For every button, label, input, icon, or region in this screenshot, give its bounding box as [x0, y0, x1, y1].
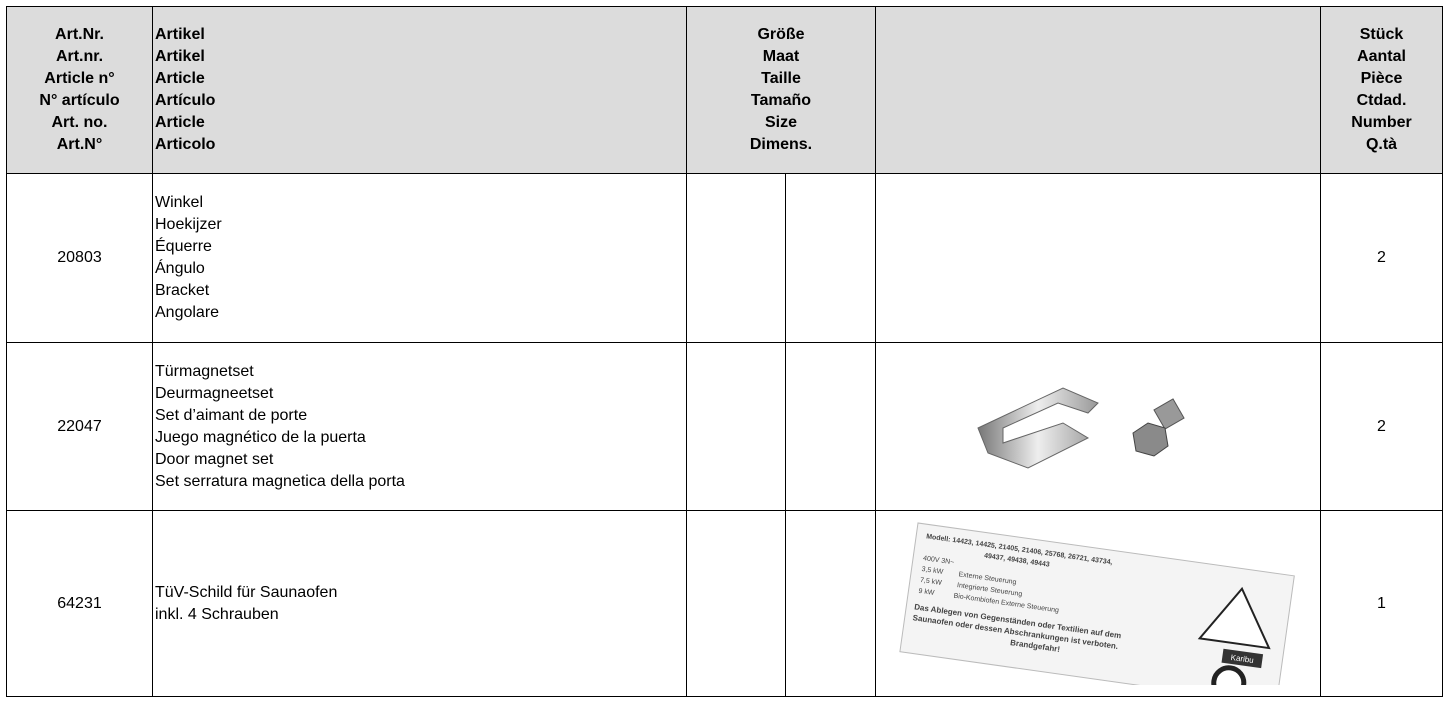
qty: 2 [1320, 173, 1443, 343]
header-row: Art.Nr. Art.nr. Article n° N° artículo Art. … [6, 6, 1443, 174]
size-b [785, 173, 876, 343]
text-line: inkl. 4 Schrauben [155, 605, 279, 623]
text-line: Türmagnetset [155, 362, 254, 380]
text-line: Juego magnético de la puerta [155, 428, 366, 446]
plate-text: 400V 3N~ [923, 555, 955, 566]
art-nr: 22047 [6, 342, 153, 511]
magnet-plate [977, 387, 1099, 469]
plate: Karibu Modell: 14423, 14425, 21405, 2140… [899, 522, 1295, 702]
text-line: Art.Nr. [55, 26, 104, 43]
plate-body [899, 522, 1295, 702]
text-line: Angolare [155, 304, 220, 321]
text-line: Tamaño [750, 92, 812, 109]
text-line: Set serratura magnetica della porta [155, 472, 405, 490]
text-line: Bracket [155, 282, 210, 299]
plate-image: Karibu Modell: 14423, 14425, 21405, 2140… [899, 522, 1295, 702]
header-artikel: Artikel Artikel Article Artículo Article Arti… [152, 6, 687, 174]
art-nr: 20803 [6, 173, 153, 343]
text-line: Aantal [1357, 48, 1406, 65]
text-line: Pièce [1360, 70, 1403, 87]
brand: Karibu [1230, 653, 1254, 665]
text-line: Größe [757, 26, 805, 43]
text-line: Size [764, 114, 797, 131]
text-line: Articolo [155, 136, 216, 153]
names: Winkel Hoekijzer Équerre Ángulo Bracket Angol… [152, 173, 687, 343]
size-a [686, 342, 786, 511]
row: 22047 Türmagnetset Deurmagneetset Set d’ai… [6, 342, 1443, 511]
text-line: Artículo [155, 92, 216, 109]
size-a [686, 173, 786, 343]
text-line: Set d’aimant de porte [155, 406, 308, 424]
size-b [785, 510, 876, 697]
row: 20803 Winkel Hoekijzer Équerre Ángulo Bracke… [6, 173, 1443, 343]
warning-sign [1197, 586, 1271, 650]
qty: 2 [1320, 342, 1443, 511]
text-line: Art.N° [56, 136, 103, 153]
image: Karibu Modell: 14423, 14425, 21405, 2140… [875, 510, 1321, 702]
parts-table: Art.Nr. Art.nr. Article n° N° artículo Art. … [6, 6, 1443, 702]
text-line: Door magnet set [155, 450, 274, 468]
text-line: Art.nr. [55, 48, 104, 65]
header-stueck: Stück Aantal Pièce Ctdad. Number Q.tà [1320, 6, 1443, 174]
text-line: Article [155, 70, 205, 87]
bolt-head [1132, 422, 1169, 457]
text-line: Number [1351, 114, 1412, 131]
text-line: Deurmagneetset [155, 384, 274, 402]
text-line: Article [155, 114, 205, 131]
size-b [785, 342, 876, 511]
header-groesse: Größe Maat Taille Tamaño Size Dimens. [686, 6, 876, 174]
names: Türmagnetset Deurmagneetset Set d’aimant d… [152, 342, 687, 511]
text-line: Maat [762, 48, 800, 65]
text-line: TüV-Schild für Saunaofen [155, 583, 338, 601]
bolt-shaft [1153, 398, 1185, 430]
art-nr: 64231 [6, 510, 153, 697]
image [875, 342, 1321, 511]
size-a [686, 510, 786, 697]
qty: 1 [1320, 510, 1443, 697]
names: TüV-Schild für Saunaofen inkl. 4 Schraube… [152, 510, 687, 697]
text-line: Équerre [155, 238, 212, 255]
row: 64231 TüV-Schild für Saunaofen inkl. 4 Sc… [6, 510, 1443, 702]
text-line: Artikel [155, 26, 205, 43]
text-line: Dimens. [749, 136, 813, 153]
text-line: N° artículo [39, 92, 120, 109]
text-line: Artikel [155, 48, 205, 65]
text-line: Stück [1359, 26, 1404, 43]
text-line: Ctdad. [1356, 92, 1407, 109]
image [875, 173, 1321, 343]
text-line: Art. no. [51, 114, 108, 131]
text-line: Taille [761, 70, 801, 87]
brand-box [1221, 648, 1264, 669]
text-line: Hoekijzer [155, 216, 222, 233]
text-line: Ángulo [155, 260, 205, 277]
text-line: Winkel [155, 194, 204, 211]
magnet-set-image [977, 387, 1185, 469]
text-line: Q.tà [1365, 136, 1398, 153]
text-line: Article n° [44, 70, 115, 87]
header-art-nr: Art.Nr. Art.nr. Article n° N° artículo Art. … [6, 6, 153, 174]
header-image [875, 6, 1321, 174]
